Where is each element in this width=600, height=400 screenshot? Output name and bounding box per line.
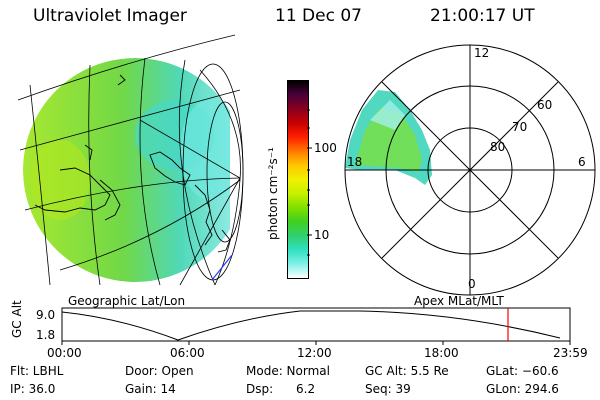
mlt-label-12: 12	[474, 46, 490, 60]
instrument-title: Ultraviolet Imager	[33, 6, 187, 26]
colorbar-tick-100: 100	[314, 141, 337, 155]
altitude-ymin: 1.8	[36, 328, 56, 342]
mlat-label-60: 60	[537, 98, 553, 112]
mlt-label-0: 0	[468, 277, 476, 291]
x-tick-0000: 00:00	[47, 346, 82, 360]
x-tick-0600: 06:00	[170, 346, 205, 360]
x-tick-1200: 12:00	[297, 346, 332, 360]
polar-panel-label: Apex MLat/MLT	[414, 294, 504, 308]
altitude-ymax: 9.0	[36, 308, 56, 322]
gc-alt-value: GC Alt: 5.5 Re	[365, 364, 449, 378]
ip-value: IP: 36.0	[10, 382, 56, 396]
color-scale-bar	[287, 80, 309, 279]
mlat-label-80: 80	[490, 140, 506, 154]
mode-value: Mode: Normal	[246, 364, 330, 378]
mlat-label-70: 70	[512, 120, 528, 134]
x-tick-2359: 23:59	[553, 346, 588, 360]
observation-time: 21:00:17 UT	[430, 6, 535, 26]
door-value: Door: Open	[125, 364, 194, 378]
observation-date: 11 Dec 07	[275, 6, 362, 26]
coastline-outline	[34, 74, 231, 253]
gain-value: Gain: 14	[125, 382, 176, 396]
seq-value: Seq: 39	[365, 382, 411, 396]
x-tick-1800: 18:00	[424, 346, 459, 360]
orbit-track	[211, 254, 233, 281]
mlt-label-18: 18	[347, 155, 363, 169]
glon-value: GLon: 294.6	[486, 382, 559, 396]
filter-value: Flt: LBHL	[10, 364, 64, 378]
altitude-ylabel: GC Alt	[10, 300, 24, 338]
dsp-value: Dsp: 6.2	[246, 382, 316, 396]
glat-value: GLat: −60.6	[486, 364, 559, 378]
geo-panel-label: Geographic Lat/Lon	[68, 294, 186, 308]
latlon-grid	[17, 34, 244, 286]
colorbar-tick-10: 10	[314, 228, 330, 242]
altitude-curve	[61, 310, 561, 341]
mlt-label-6: 6	[578, 155, 586, 169]
